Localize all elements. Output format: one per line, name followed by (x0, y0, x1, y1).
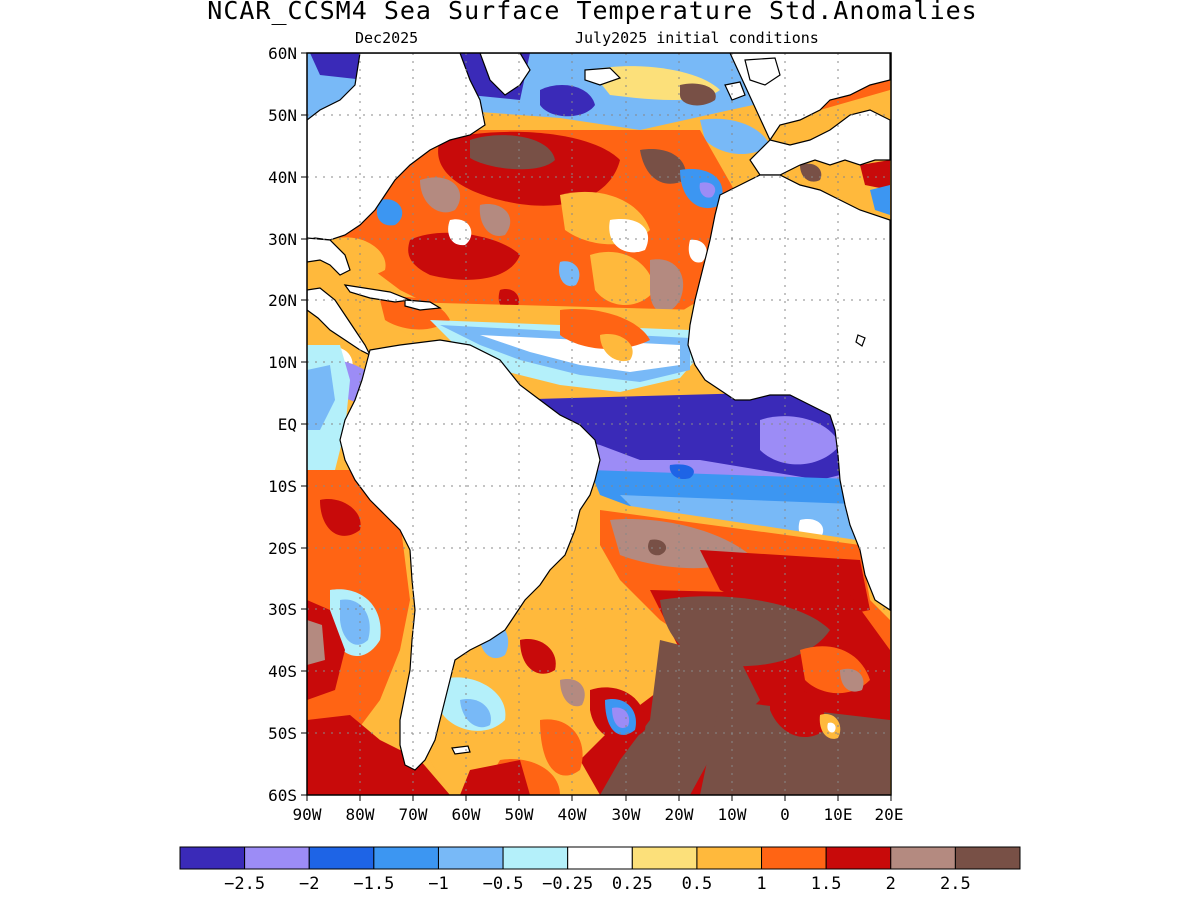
colorbar: −2.5 −2 −1.5 −1 −0.5 −0.25 0.25 0.5 1 1.5 2 2.5 (179, 846, 1021, 894)
colorbar-label: 1 (756, 874, 766, 894)
lat-label: 20N (268, 291, 297, 310)
lat-label: 50N (268, 106, 297, 125)
colorbar-label: −1 (428, 874, 448, 894)
lat-label: 30S (268, 600, 297, 619)
lon-label: 70W (399, 805, 428, 824)
lon-label: 80W (346, 805, 375, 824)
colorbar-swatch (244, 846, 310, 870)
forecast-month: Dec2025 (355, 29, 419, 47)
colorbar-swatch (890, 846, 956, 870)
colorbar-label: 0.25 (612, 874, 653, 894)
colorbar-swatch (631, 846, 698, 870)
lon-label: 20W (665, 805, 694, 824)
colorbar-swatch (373, 846, 439, 870)
lat-label: 20S (268, 539, 297, 558)
lon-label: 50W (505, 805, 534, 824)
lat-label: 50S (268, 724, 297, 743)
colorbar-label: 2 (886, 874, 896, 894)
lon-label: 30W (612, 805, 641, 824)
lon-label: 10E (824, 805, 853, 824)
lon-label: 10W (718, 805, 747, 824)
colorbar-swatch (761, 846, 827, 870)
lon-label: 60W (452, 805, 481, 824)
colorbar-label: −0.5 (483, 874, 524, 894)
colorbar-swatch (308, 846, 375, 870)
lat-label: 30N (268, 230, 297, 249)
lat-label: 10N (268, 353, 297, 372)
graticule (307, 53, 891, 795)
longitude-labels: 90W 80W 70W 60W 50W 40W 30W 20W 10W 0 10… (293, 805, 904, 824)
lat-label: EQ (278, 415, 297, 434)
latitude-labels: 60N 50N 40N 30N 20N 10N EQ 10S 20S 30S 4… (268, 44, 297, 805)
colorbar-swatch (954, 846, 1021, 870)
lon-label: 40W (558, 805, 587, 824)
colorbar-label: −2 (299, 874, 319, 894)
colorbar-swatch (179, 846, 246, 870)
colorbar-label: −0.25 (542, 874, 593, 894)
landmasses (307, 53, 891, 771)
lat-label: 10S (268, 477, 297, 496)
colorbar-swatch (567, 846, 633, 870)
colorbar-label: −1.5 (353, 874, 394, 894)
lon-label: 20E (875, 805, 904, 824)
lat-label: 40S (268, 662, 297, 681)
initial-conditions: July2025 initial conditions (575, 29, 819, 47)
lat-label: 60N (268, 44, 297, 63)
colorbar-label: −2.5 (224, 874, 265, 894)
lat-label: 60S (268, 786, 297, 805)
map-title: NCAR_CCSM4 Sea Surface Temperature Std.A… (207, 0, 978, 25)
colorbar-swatch (502, 846, 569, 870)
colorbar-label: 1.5 (811, 874, 842, 894)
lat-label: 40N (268, 168, 297, 187)
lon-label: 90W (293, 805, 322, 824)
colorbar-swatch (437, 846, 504, 870)
axis-ticks (301, 52, 892, 801)
anomaly-field (307, 53, 891, 795)
lon-label: 0 (780, 805, 790, 824)
colorbar-label: 0.5 (682, 874, 713, 894)
colorbar-swatch (825, 846, 892, 870)
colorbar-label: 2.5 (940, 874, 971, 894)
colorbar-swatch (696, 846, 763, 870)
